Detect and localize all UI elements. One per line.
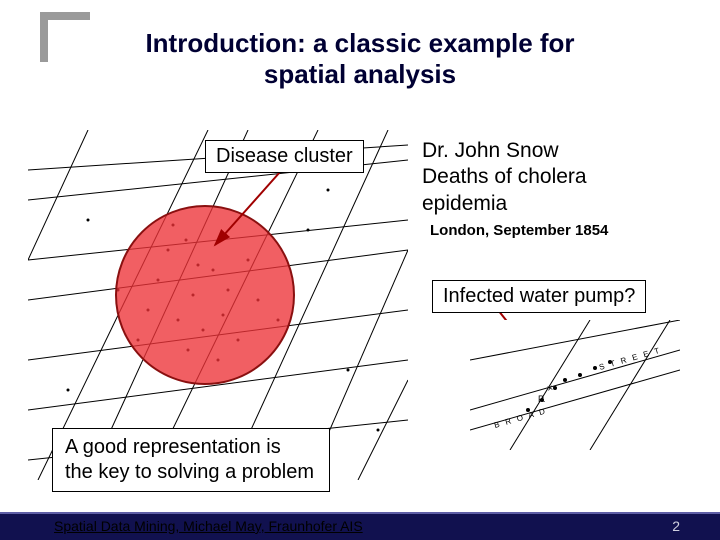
callout-representation: A good representation is the key to solv… — [52, 428, 330, 492]
page-number: 2 — [672, 518, 680, 534]
desc-line-1: Dr. John Snow — [422, 139, 559, 162]
callout-pump-text: Infected water pump? — [443, 285, 635, 307]
rep-line-1: A good representation is — [65, 436, 281, 458]
svg-text:B R O A D: B R O A D — [493, 406, 548, 430]
footer-text: Spatial Data Mining, Michael May, Fraunh… — [54, 518, 363, 534]
title-line-1: Introduction: a classic example for — [145, 28, 574, 58]
desc-line-2: Deaths of cholera — [422, 165, 587, 188]
rep-line-2: the key to solving a problem — [65, 461, 314, 483]
description-block: Dr. John Snow Deaths of cholera epidemia — [422, 138, 587, 217]
subcaption: London, September 1854 — [430, 222, 608, 239]
slide-title: Introduction: a classic example for spat… — [0, 28, 720, 90]
callout-pump: Infected water pump? — [432, 280, 646, 313]
detail-map: × P. B R O A D S T R E E T — [470, 320, 680, 450]
pump-label: P. — [538, 394, 545, 404]
disease-cluster-highlight — [115, 205, 295, 385]
title-line-2: spatial analysis — [264, 59, 456, 89]
callout-disease-cluster: Disease cluster — [205, 140, 364, 173]
desc-line-3: epidemia — [422, 192, 507, 215]
svg-text:S T R E E T: S T R E E T — [598, 346, 662, 372]
callout-disease-text: Disease cluster — [216, 145, 353, 167]
